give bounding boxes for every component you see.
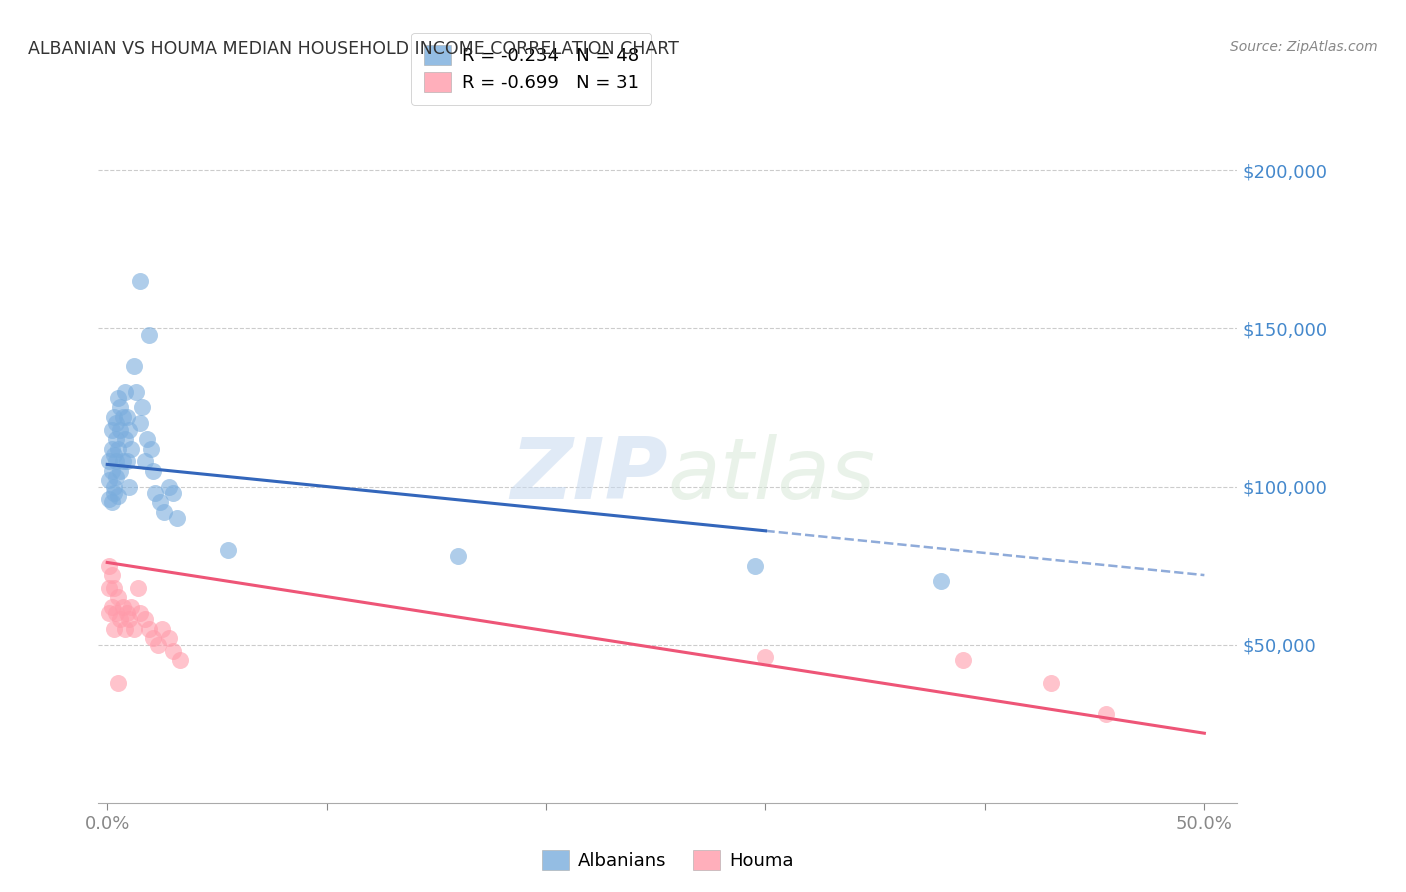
Point <box>153 505 176 519</box>
Point <box>118 423 141 437</box>
Point <box>134 454 156 468</box>
Point <box>98 558 121 573</box>
Point <box>149 495 172 509</box>
Point <box>217 542 239 557</box>
Point <box>118 479 141 493</box>
Point <box>107 391 129 405</box>
Point <box>103 622 125 636</box>
Point <box>104 606 127 620</box>
Point <box>110 423 132 437</box>
Legend: Albanians, Houma: Albanians, Houma <box>534 843 801 877</box>
Point <box>129 606 152 620</box>
Point <box>104 417 127 431</box>
Point <box>100 568 122 582</box>
Point <box>169 653 191 667</box>
Point <box>142 464 165 478</box>
Point <box>138 327 160 342</box>
Point <box>118 612 141 626</box>
Point <box>145 486 167 500</box>
Point <box>100 495 122 509</box>
Point <box>103 448 125 462</box>
Point <box>115 409 138 424</box>
Point <box>104 470 127 484</box>
Point <box>131 401 153 415</box>
Point <box>138 622 160 636</box>
Point <box>111 409 134 424</box>
Point <box>120 442 142 456</box>
Point <box>103 486 125 500</box>
Point <box>929 574 952 589</box>
Text: ZIP: ZIP <box>510 434 668 517</box>
Point <box>115 606 138 620</box>
Point <box>104 454 127 468</box>
Point <box>134 612 156 626</box>
Point <box>129 417 152 431</box>
Point <box>754 650 776 665</box>
Y-axis label: Median Household Income: Median Household Income <box>0 345 8 565</box>
Point <box>447 549 470 563</box>
Point <box>98 492 121 507</box>
Point <box>100 442 122 456</box>
Point <box>103 479 125 493</box>
Point <box>100 423 122 437</box>
Point <box>98 473 121 487</box>
Point <box>110 612 132 626</box>
Text: Source: ZipAtlas.com: Source: ZipAtlas.com <box>1230 40 1378 54</box>
Point <box>1039 675 1062 690</box>
Point <box>114 384 136 399</box>
Point <box>110 464 132 478</box>
Point <box>98 454 121 468</box>
Point <box>120 599 142 614</box>
Point <box>129 274 152 288</box>
Point <box>111 599 134 614</box>
Point <box>135 432 157 446</box>
Point <box>162 486 184 500</box>
Point <box>122 359 145 374</box>
Point <box>110 401 132 415</box>
Point <box>104 432 127 446</box>
Point <box>150 622 173 636</box>
Point <box>115 454 138 468</box>
Point <box>107 489 129 503</box>
Point <box>114 432 136 446</box>
Point <box>100 599 122 614</box>
Point <box>162 644 184 658</box>
Point <box>146 638 169 652</box>
Point <box>103 409 125 424</box>
Point <box>157 479 180 493</box>
Point <box>157 632 180 646</box>
Point <box>139 442 162 456</box>
Point <box>103 581 125 595</box>
Point <box>107 442 129 456</box>
Point <box>100 464 122 478</box>
Point <box>744 558 766 573</box>
Point <box>98 606 121 620</box>
Point <box>125 384 148 399</box>
Text: ALBANIAN VS HOUMA MEDIAN HOUSEHOLD INCOME CORRELATION CHART: ALBANIAN VS HOUMA MEDIAN HOUSEHOLD INCOM… <box>28 40 679 58</box>
Point <box>127 581 149 595</box>
Text: atlas: atlas <box>668 434 876 517</box>
Point <box>166 511 188 525</box>
Point <box>122 622 145 636</box>
Point <box>98 581 121 595</box>
Point <box>1094 707 1116 722</box>
Point <box>107 591 129 605</box>
Point <box>952 653 974 667</box>
Point <box>114 622 136 636</box>
Point <box>111 454 134 468</box>
Point <box>107 675 129 690</box>
Point <box>142 632 165 646</box>
